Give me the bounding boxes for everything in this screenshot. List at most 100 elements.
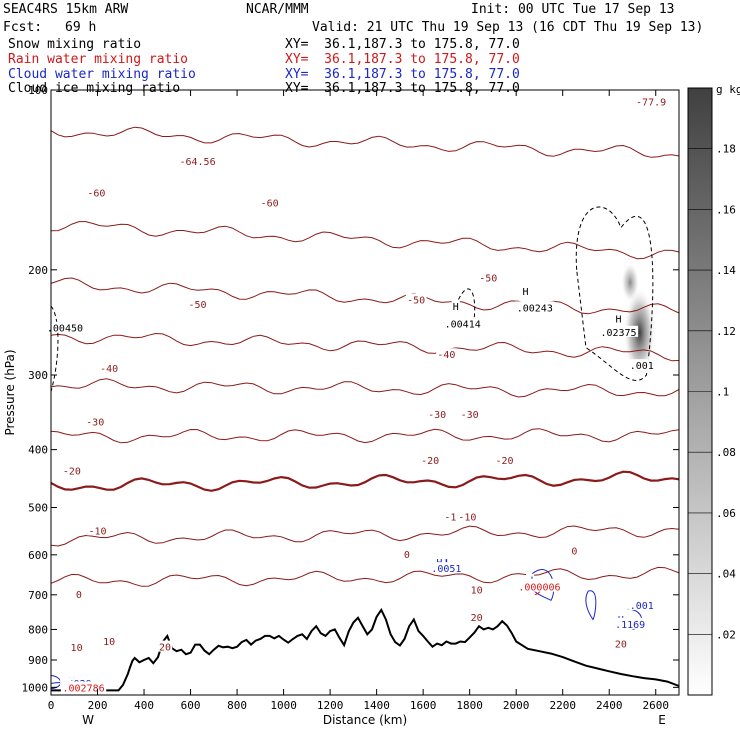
colorbar-tick-label: .12 (716, 325, 736, 338)
contour-label-bg (477, 271, 499, 283)
colorbar-layer: .02 .04 .06 .08 .1 .12 .14 .16 .18 g kg⁻¹ (687, 83, 740, 696)
y-tick-label: 600 (28, 549, 48, 562)
cloud-water-contour-line (585, 590, 597, 621)
extrema-label-bg (613, 617, 647, 629)
colorbar-units: g kg⁻¹ (716, 83, 740, 96)
colorbar-tick-label: .04 (716, 568, 736, 581)
y-tick-label: 200 (28, 264, 48, 277)
valid-time: Valid: 21 UTC Thu 19 Sep 13 (16 CDT Thu … (312, 20, 704, 35)
contour-label-bg (494, 454, 515, 466)
terrain-fill (51, 609, 679, 695)
x-tick-label: 2200 (549, 699, 576, 712)
x-tick-label: 2600 (642, 699, 669, 712)
legend-cloudice-xy: XY= 36.1,187.3 to 175.8, 77.0 (285, 81, 520, 96)
extrema-label-bg (634, 95, 668, 107)
y-tick-label: 300 (28, 369, 48, 382)
legend-rain-label: Rain water mixing ratio (8, 52, 189, 67)
y-tick-label: 100 (28, 84, 48, 97)
contour-label-bg (69, 641, 84, 653)
contour-label-bg (443, 510, 464, 522)
contour-label: -10 (88, 526, 106, 537)
contour-label: -20 (496, 456, 514, 467)
extrema-label: H (616, 314, 622, 325)
temperature-contour-line (50, 566, 680, 587)
legend-snow-xy: XY= 36.1,187.3 to 175.8, 77.0 (285, 37, 520, 52)
contour-label: -10 (458, 513, 476, 524)
extrema-label-bg (521, 285, 530, 297)
extrema-label: .0051 (431, 564, 461, 575)
temperature-contour-line (50, 525, 680, 547)
contour-label: -30 (461, 410, 479, 421)
extrema-label-bg (429, 562, 463, 574)
extrema-label-bg (515, 301, 555, 313)
x-tick-label: 2400 (596, 699, 623, 712)
contour-label: 10 (71, 643, 83, 654)
y-tick-label: 400 (28, 444, 48, 457)
contour-label: -30 (428, 410, 446, 421)
extrema-label: .00243 (517, 303, 553, 314)
x-tick-label: 1800 (456, 699, 483, 712)
x-tick-label: 0 (48, 699, 55, 712)
snow-contour-line (575, 206, 654, 381)
contour-label-bg (570, 544, 579, 556)
x-tick-label: 400 (134, 699, 154, 712)
legend-cloudwater-label: Cloud water mixing ratio (8, 67, 196, 82)
temperature-contour-layer (50, 126, 680, 587)
fcst-value: 69 h (65, 20, 97, 35)
contour-labels-layer: -64.56 -60 -60 -50 -50 -50 -40 -40 -30 -30 -30 -20 -… (45, 95, 668, 695)
contour-label-bg (613, 637, 629, 649)
contour-label: 20 (159, 643, 171, 654)
legend-cloudwater-xy: XY= 36.1,187.3 to 175.8, 77.0 (285, 67, 520, 82)
contour-label: 20 (471, 613, 483, 624)
extrema-label-bg (614, 312, 623, 324)
y-axis-label: Pressure (hPa) (3, 349, 17, 435)
x-tick-label: 1400 (363, 699, 390, 712)
contour-label: -50 (407, 295, 425, 306)
extrema-label-bg (598, 325, 639, 337)
contour-label-bg (177, 155, 218, 167)
y-tick-label: 800 (28, 623, 48, 636)
cloud-ice-shading-layer (621, 262, 656, 379)
x-tick-label: 1600 (410, 699, 437, 712)
contour-label: -50 (189, 300, 207, 311)
center-name: NCAR/MMM (246, 2, 309, 17)
contour-label: 20 (615, 640, 627, 651)
extrema-label: .00450 (47, 324, 83, 335)
extrema-label-bg (628, 599, 656, 611)
contour-label: -40 (100, 364, 118, 375)
contour-label-bg (259, 196, 280, 208)
y-tick-label: 1000 (22, 681, 49, 694)
extrema-label-bg (60, 681, 107, 693)
extrema-label: .00414 (445, 320, 481, 331)
west-label: W (82, 713, 94, 727)
extrema-label-bg (45, 321, 85, 333)
colorbar-tick-label: .18 (716, 143, 736, 156)
fcst-label: Fcst: (3, 20, 43, 35)
extrema-label-bg (443, 317, 483, 329)
extrema-label: .001 (630, 361, 654, 372)
colorbar-tick-label: .08 (716, 446, 736, 459)
terrain-line (51, 607, 680, 692)
contour-label: -60 (87, 188, 105, 199)
x-tick-label: 200 (88, 699, 108, 712)
colorbar-tick-label: .16 (716, 203, 736, 216)
temperature-contour-line (50, 332, 680, 362)
contour-label-bg (426, 407, 448, 419)
contour-label-bg (405, 293, 427, 305)
plot-frame (50, 89, 680, 696)
extrema-label: .002786 (62, 684, 104, 695)
extrema-label: .001 (630, 601, 654, 612)
contour-label: 0 (571, 546, 577, 557)
contour-label-bg (101, 635, 117, 647)
x-tick-label: 2000 (503, 699, 530, 712)
contour-label-bg (86, 186, 107, 198)
legend-snow-label: Snow mixing ratio (8, 37, 142, 52)
contour-label-bg (419, 454, 441, 466)
contour-label-bg (457, 510, 478, 522)
x-axis-label: Distance (km) (323, 713, 407, 727)
x-tick-label: 1000 (270, 699, 297, 712)
snow-contour-line (455, 288, 476, 318)
contour-label-bg (98, 361, 120, 373)
cloud-ice-shading (621, 262, 640, 303)
